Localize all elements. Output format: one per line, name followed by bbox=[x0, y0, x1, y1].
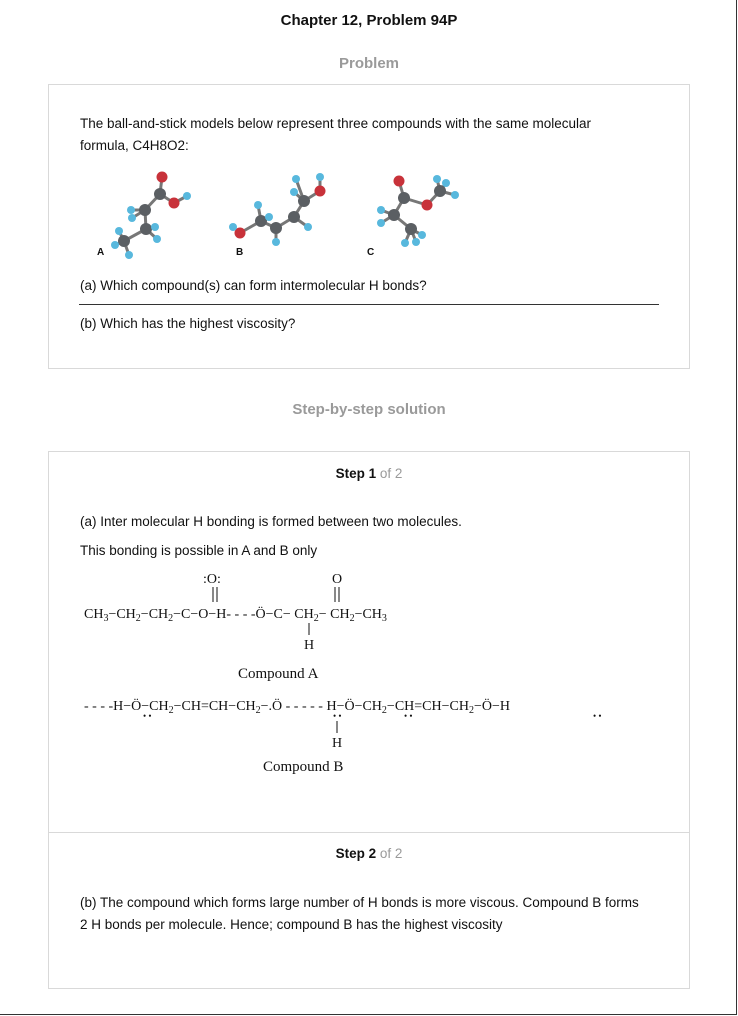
problem-intro: The ball-and-stick models below represen… bbox=[80, 116, 591, 153]
molecule-a-model bbox=[111, 171, 191, 259]
step1-line1: (a) Inter molecular H bonding is formed … bbox=[80, 514, 462, 529]
svg-text:• •: • • bbox=[404, 711, 413, 721]
caption-compound-a: Compound A bbox=[238, 666, 319, 682]
step2-header: Step 2 of 2 bbox=[49, 846, 689, 861]
svg-text:• •: • • bbox=[143, 711, 152, 721]
step-divider bbox=[49, 832, 689, 833]
caption-compound-b: Compound B bbox=[263, 759, 344, 775]
step2-of: of 2 bbox=[376, 846, 403, 861]
svg-text:• •: • • bbox=[333, 711, 342, 721]
svg-text:CH3−CH2−CH2−C−O−H- - - -Ö−C− C: CH3−CH2−CH2−C−O−H- - - -Ö−C− CH2− CH2−CH… bbox=[84, 605, 387, 624]
solution-heading: Step-by-step solution bbox=[292, 401, 446, 418]
step1-label: Step 1 bbox=[335, 466, 377, 481]
solution-box: Step 1 of 2 (a) Inter molecular H bondin… bbox=[48, 451, 690, 989]
step1-header: Step 1 of 2 bbox=[49, 466, 689, 481]
svg-text:H: H bbox=[304, 638, 314, 652]
compound-b-structure: - - - -H−Ö−CH2−CH=CH−CH2−.Ö - - - - - H−… bbox=[84, 697, 602, 751]
question-a: (a) Which compound(s) can form intermole… bbox=[80, 278, 427, 293]
molecule-c-model bbox=[377, 175, 459, 247]
svg-text::O:: :O: bbox=[203, 572, 221, 587]
svg-text:H: H bbox=[332, 736, 342, 751]
molecule-b-model bbox=[229, 173, 326, 246]
step1-line2: This bonding is possible in A and B only bbox=[80, 543, 318, 558]
label-b: B bbox=[236, 247, 244, 258]
svg-text:• •: • • bbox=[593, 711, 602, 721]
problem-heading: Problem bbox=[338, 55, 399, 72]
label-c: C bbox=[367, 247, 375, 258]
step2-text: (b) The compound which forms large numbe… bbox=[80, 895, 639, 932]
compound-a-structure: :O: O CH3−CH2−CH2−C−O−H- - - -Ö−C− CH2− … bbox=[84, 572, 387, 652]
step2-label: Step 2 bbox=[335, 846, 377, 861]
problem-box: The ball-and-stick models below represen… bbox=[48, 84, 690, 369]
question-b: (b) Which has the highest viscosity? bbox=[80, 316, 296, 331]
svg-text:- - - -H−Ö−CH2−CH=CH−CH2−.Ö -: - - - -H−Ö−CH2−CH=CH−CH2−.Ö - - - - - H−… bbox=[84, 697, 510, 716]
step1-of: of 2 bbox=[376, 466, 403, 481]
page-title: Chapter 12, Problem 94P bbox=[280, 12, 458, 29]
divider bbox=[79, 304, 659, 305]
svg-text:O: O bbox=[332, 572, 342, 587]
label-a: A bbox=[97, 247, 105, 258]
